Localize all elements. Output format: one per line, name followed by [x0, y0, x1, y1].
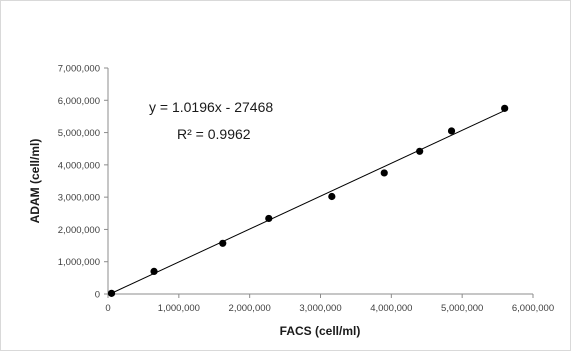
axes	[104, 67, 534, 298]
data-point	[416, 147, 424, 155]
x-tick-label: 2,000,000	[229, 303, 271, 314]
trendline	[111, 110, 505, 294]
y-tick-label: 7,000,000	[58, 64, 100, 75]
y-tick-label: 3,000,000	[58, 193, 100, 204]
data-point	[219, 239, 227, 247]
x-tick-label: 6,000,000	[512, 303, 554, 314]
y-tick-label: 1,000,000	[58, 257, 100, 268]
data-point	[107, 289, 116, 297]
data-points	[107, 104, 509, 297]
data-point	[380, 169, 388, 177]
x-axis-title: FACS (cell/ml)	[280, 324, 361, 338]
y-tick-label: 2,000,000	[58, 225, 100, 236]
trendline-equation: y = 1.0196x - 27468	[149, 99, 273, 115]
data-point	[265, 214, 273, 223]
y-axis-title: ADAM (cell/ml)	[28, 139, 42, 224]
x-tick-label: 4,000,000	[370, 303, 412, 314]
data-point	[328, 192, 336, 201]
x-tick-label: 5,000,000	[441, 303, 483, 314]
y-tick-label: 5,000,000	[58, 128, 100, 139]
tick-labels: 0 1,000,000 2,000,000 3,000,000 4,000,000 5,0…	[58, 64, 554, 315]
trendline-layer	[111, 110, 505, 294]
x-tick-label: 0	[105, 303, 110, 314]
r-squared-label: R² = 0.9962	[177, 126, 251, 142]
x-tick-label: 3,000,000	[299, 303, 341, 314]
y-tick-label: 0	[95, 290, 100, 301]
data-point	[447, 127, 456, 135]
y-tick-label: 6,000,000	[58, 96, 100, 107]
x-tick-label: 1,000,000	[158, 303, 200, 314]
data-point	[150, 267, 158, 275]
data-point	[501, 104, 509, 112]
y-tick-label: 4,000,000	[58, 160, 100, 171]
